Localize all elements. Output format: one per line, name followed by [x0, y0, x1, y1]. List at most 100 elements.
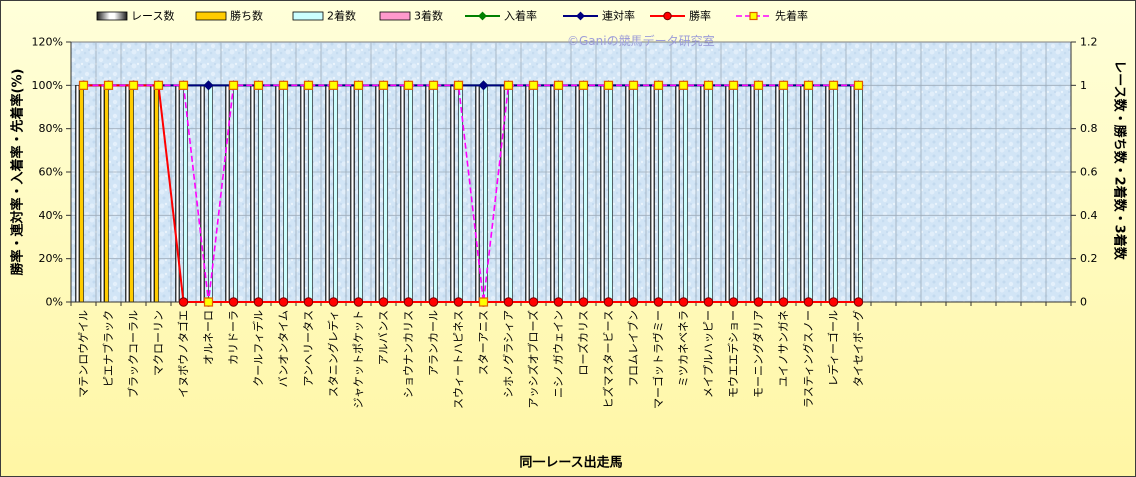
second-place-count-bar [233, 85, 238, 303]
second-place-count-bar [258, 85, 263, 303]
second-place-count-bar [708, 85, 713, 303]
category-label: ラスティングスノー [801, 310, 815, 408]
legend-item-in-the-money-rate: 入着率 [465, 9, 537, 23]
win-rate-point [403, 297, 414, 307]
beat-rate-point [728, 80, 739, 90]
second-place-count-bar [408, 85, 413, 303]
win-rate-point [228, 297, 239, 307]
legend-item-beat-rate: 先着率 [736, 9, 808, 23]
beat-rate-point [528, 80, 539, 90]
race-count-bar [350, 85, 355, 303]
beat-rate-point [428, 80, 439, 90]
win-rate-point [253, 297, 264, 307]
legend-item-race-count: レース数 [96, 10, 174, 23]
category-label: ブラックコーラル [126, 310, 140, 398]
right-axis-tick-label: 0.2 [1080, 252, 1098, 265]
race-count-bar [425, 85, 430, 303]
beat-rate-point [328, 80, 339, 90]
win-count-legend-swatch [195, 11, 227, 21]
third-place-count-legend-swatch [379, 11, 411, 21]
second-place-count-bar [383, 85, 388, 303]
beat-rate-point [78, 80, 89, 90]
top2-rate-point [478, 80, 489, 91]
category-label: ニシノガウェイン [552, 310, 565, 398]
race-count-bar [250, 85, 255, 303]
race-count-bar [375, 85, 380, 303]
race-count-bar [775, 85, 780, 303]
category-label: ミツカネベネラ [677, 310, 690, 387]
beat-rate-point [378, 80, 389, 90]
category-label: ローズカリス [576, 310, 590, 375]
left-axis-title: 勝率・連対率・入着率・先着率(%) [10, 69, 26, 276]
beat-rate-point [503, 80, 514, 90]
beat-rate-point [178, 80, 189, 90]
category-label: カリドーラ [227, 310, 240, 365]
race-count-bar [725, 85, 730, 303]
category-label: モウエエデショー [726, 310, 740, 398]
beat-rate-point [578, 80, 589, 90]
race-count-legend-swatch [96, 11, 128, 21]
beat-rate-point [603, 80, 614, 90]
second-place-count-bar [733, 85, 738, 303]
category-label: ジャケットポケット [352, 310, 365, 408]
beat-rate-point [203, 297, 214, 307]
race-count-bar [625, 85, 630, 303]
race-count-bar [400, 85, 405, 303]
second-place-count-bar [583, 85, 588, 303]
line-series [78, 80, 864, 307]
win-rate-legend-marker [663, 11, 672, 21]
beat-rate-point [403, 80, 414, 90]
category-label: シホノグラシィア [501, 310, 515, 398]
category-label: アランカール [427, 310, 440, 376]
category-label: ショウナンカリス [402, 310, 415, 398]
win-rate-point [528, 297, 539, 307]
race-count-bar [550, 85, 555, 303]
win-rate-point [353, 297, 364, 307]
second-place-count-bar [508, 85, 513, 303]
second-place-count-bar [333, 85, 338, 303]
category-label: ピエナブラック [101, 310, 115, 387]
race-count-bar [675, 85, 680, 303]
race-count-bar [75, 85, 80, 303]
legend-item-top2-rate: 連対率 [563, 9, 635, 23]
race-count-bar [125, 85, 130, 303]
second-place-count-bar [858, 85, 863, 303]
beat-rate-legend-label: 先着率 [775, 9, 808, 23]
race-count-bar [650, 85, 655, 303]
top2-rate-legend-label: 連対率 [602, 9, 635, 23]
right-axis-tick-label: 1 [1080, 79, 1087, 92]
win-rate-point [628, 297, 639, 307]
category-label: スタニングレディ [326, 310, 340, 397]
win-rate-point [328, 297, 339, 307]
second-place-count-bar [658, 85, 663, 303]
left-axis-tick-label: 0% [46, 296, 63, 309]
left-axis-tick-label: 60% [39, 166, 63, 179]
category-label: ユイノサンガネ [777, 310, 790, 387]
category-label: スウィートハピネス [452, 310, 465, 409]
second-place-count-bar [283, 85, 288, 303]
win-count-bar [79, 85, 84, 303]
beat-rate-point [828, 80, 839, 90]
beat-rate-point [103, 80, 114, 90]
category-label: バンオンタイム [277, 310, 290, 387]
category-label: モーニングダリア [751, 310, 765, 398]
win-rate-point [178, 297, 189, 307]
beat-rate-point [853, 80, 864, 90]
second-place-count-bar [608, 85, 613, 303]
second-place-count-bar [683, 85, 688, 303]
win-rate-point [753, 297, 764, 307]
win-rate-point [453, 297, 464, 307]
win-rate-point [378, 297, 389, 307]
left-axis-tick-label: 20% [39, 252, 63, 265]
race-count-bar [325, 85, 330, 303]
second-place-count-bar [558, 85, 563, 303]
beat-rate-point [303, 80, 314, 90]
right-axis-tick-label: 0 [1080, 296, 1087, 309]
race-count-bar [200, 85, 205, 303]
second-place-count-bar [208, 85, 213, 303]
right-axis-tick-label: 1.2 [1080, 36, 1098, 49]
beat-rate-point [453, 80, 464, 90]
beat-rate-point [353, 80, 364, 90]
second-place-count-bar [433, 85, 438, 303]
